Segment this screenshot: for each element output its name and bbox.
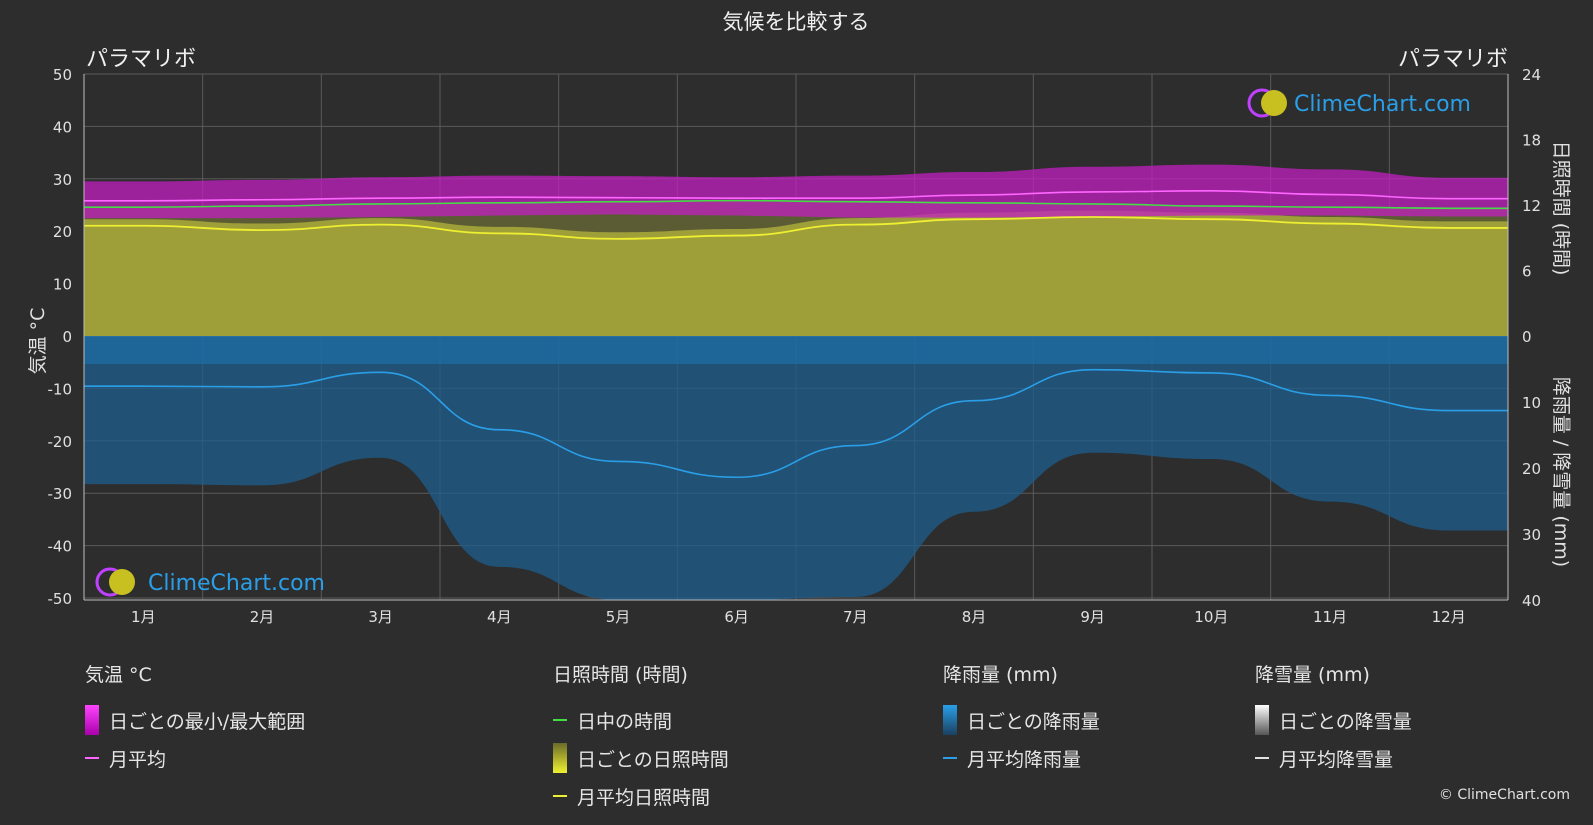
right-axis-bottom-label: 降雨量 / 降雪量 (mm) xyxy=(1550,377,1572,567)
legend-item-label: 月平均 xyxy=(109,748,167,771)
copyright: © ClimeChart.com xyxy=(1438,787,1570,803)
right-bottom-tick-label: 10 xyxy=(1522,394,1541,412)
month-tick-label: 1月 xyxy=(131,608,156,626)
legend-item: 日ごとの日照時間 xyxy=(553,739,729,777)
rain-daily-band xyxy=(84,336,1508,364)
rain-mean-line xyxy=(84,368,1508,479)
series-lines xyxy=(83,190,1508,479)
legend-item: 日ごとの最小/最大範囲 xyxy=(85,701,305,739)
legend-item: 月平均降雨量 xyxy=(943,739,1100,777)
legend-item: 月平均 xyxy=(85,739,305,777)
legend-item-label: 日中の時間 xyxy=(577,710,673,733)
chart-title: 気候を比較する xyxy=(723,10,870,34)
legend-snow: 降雪量 (mm) 日ごとの降雪量 月平均降雪量 xyxy=(1255,660,1412,777)
right-top-tick-label: 24 xyxy=(1522,66,1541,84)
right-bottom-tick-label: 30 xyxy=(1522,526,1541,544)
snow-daily-swatch xyxy=(1255,705,1269,735)
climate-chart: 気候を比較する パラマリボ パラマリボ 50 40 30 20 10 0 -10 -20 -30… xyxy=(27,10,1572,626)
legend-item-label: 月平均降雨量 xyxy=(967,748,1082,771)
legend-title-snow: 降雪量 (mm) xyxy=(1255,664,1370,686)
rain-mean-swatch xyxy=(943,757,957,759)
left-tick-label: 40 xyxy=(53,118,72,136)
month-tick-label: 2月 xyxy=(250,608,275,626)
legend-title-rain: 降雨量 (mm) xyxy=(943,664,1058,686)
legend-item: 日中の時間 xyxy=(553,701,729,739)
month-tick-label: 8月 xyxy=(962,608,987,626)
left-axis-label: 気温 °C xyxy=(27,308,49,375)
month-tick-label: 7月 xyxy=(843,608,868,626)
left-tick-label: 0 xyxy=(62,328,72,346)
legend-item-label: 日ごとの降雪量 xyxy=(1279,710,1412,733)
axes: 50 40 30 20 10 0 -10 -20 -30 -40 -50 24 18 12 6 0 10 20 30… xyxy=(48,66,1542,626)
legend-title-sunshine: 日照時間 (時間) xyxy=(553,664,688,686)
right-bottom-tick-label: 20 xyxy=(1522,460,1541,478)
month-tick-label: 6月 xyxy=(724,608,749,626)
legend-temperature: 気温 °C 日ごとの最小/最大範囲 月平均 xyxy=(85,660,305,777)
right-top-tick-label: 0 xyxy=(1522,328,1532,346)
legend-item: 月平均日照時間 xyxy=(553,777,729,815)
month-tick-label: 10月 xyxy=(1194,608,1228,626)
location-left: パラマリボ xyxy=(86,47,196,72)
left-tick-label: -30 xyxy=(48,485,73,503)
sunshine-mean-swatch xyxy=(553,795,567,797)
month-tick-label: 9月 xyxy=(1080,608,1105,626)
legend-item: 日ごとの降雪量 xyxy=(1255,701,1412,739)
right-top-tick-label: 12 xyxy=(1522,197,1541,215)
watermark-text-top: ClimeChart.com xyxy=(1294,92,1471,117)
left-tick-label: -10 xyxy=(48,380,73,398)
watermark-text-bottom: ClimeChart.com xyxy=(148,571,325,596)
legend-item-label: 月平均日照時間 xyxy=(577,786,711,809)
daylight-swatch xyxy=(553,719,567,721)
right-top-tick-label: 6 xyxy=(1522,263,1532,281)
month-tick-label: 12月 xyxy=(1432,608,1466,626)
right-axis-top-label: 日照時間 (時間) xyxy=(1550,141,1572,276)
left-tick-label: 50 xyxy=(53,66,72,84)
sunshine-daily-swatch xyxy=(553,743,567,773)
left-tick-label: 10 xyxy=(53,276,72,294)
rain-daily-swatch xyxy=(943,705,957,735)
temp-mean-swatch xyxy=(85,757,99,759)
month-tick-label: 4月 xyxy=(487,608,512,626)
month-tick-label: 3月 xyxy=(368,608,393,626)
left-tick-label: -50 xyxy=(48,590,73,608)
left-tick-label: -20 xyxy=(48,433,73,451)
right-bottom-tick-label: 40 xyxy=(1522,592,1541,610)
left-tick-label: 20 xyxy=(53,223,72,241)
logo-sun-icon xyxy=(109,569,135,595)
legend-item: 日ごとの降雨量 xyxy=(943,701,1100,739)
legend-item-label: 日ごとの降雨量 xyxy=(967,710,1100,733)
month-tick-label: 5月 xyxy=(606,608,631,626)
logo-sun-icon xyxy=(1261,90,1287,116)
legend-item: 月平均降雪量 xyxy=(1255,739,1412,777)
legend-item-label: 日ごとの最小/最大範囲 xyxy=(109,710,306,733)
right-top-tick-label: 18 xyxy=(1522,132,1541,150)
watermark-bottom: ClimeChart.com xyxy=(95,567,325,597)
legend-sunshine: 日照時間 (時間) 日中の時間 日ごとの日照時間 月平均日照時間 xyxy=(553,660,729,815)
sunshine-mean-line xyxy=(84,216,1508,240)
location-right: パラマリボ xyxy=(1398,47,1508,72)
sunshine-daily-area xyxy=(84,210,1508,336)
legend-rain: 降雨量 (mm) 日ごとの降雨量 月平均降雨量 xyxy=(943,660,1100,777)
left-tick-label: 30 xyxy=(53,171,72,189)
temp-range-swatch xyxy=(85,705,99,735)
left-tick-label: -40 xyxy=(48,538,73,556)
daylight-line xyxy=(84,199,1508,210)
legend-item-label: 日ごとの日照時間 xyxy=(577,748,729,771)
temp-mean-line xyxy=(83,190,1508,202)
month-tick-label: 11月 xyxy=(1313,608,1347,626)
snow-mean-swatch xyxy=(1255,757,1269,759)
legend-title-temperature: 気温 °C xyxy=(85,664,152,686)
legend-item-label: 月平均降雪量 xyxy=(1279,748,1394,771)
watermark-top: ClimeChart.com xyxy=(1247,88,1471,118)
